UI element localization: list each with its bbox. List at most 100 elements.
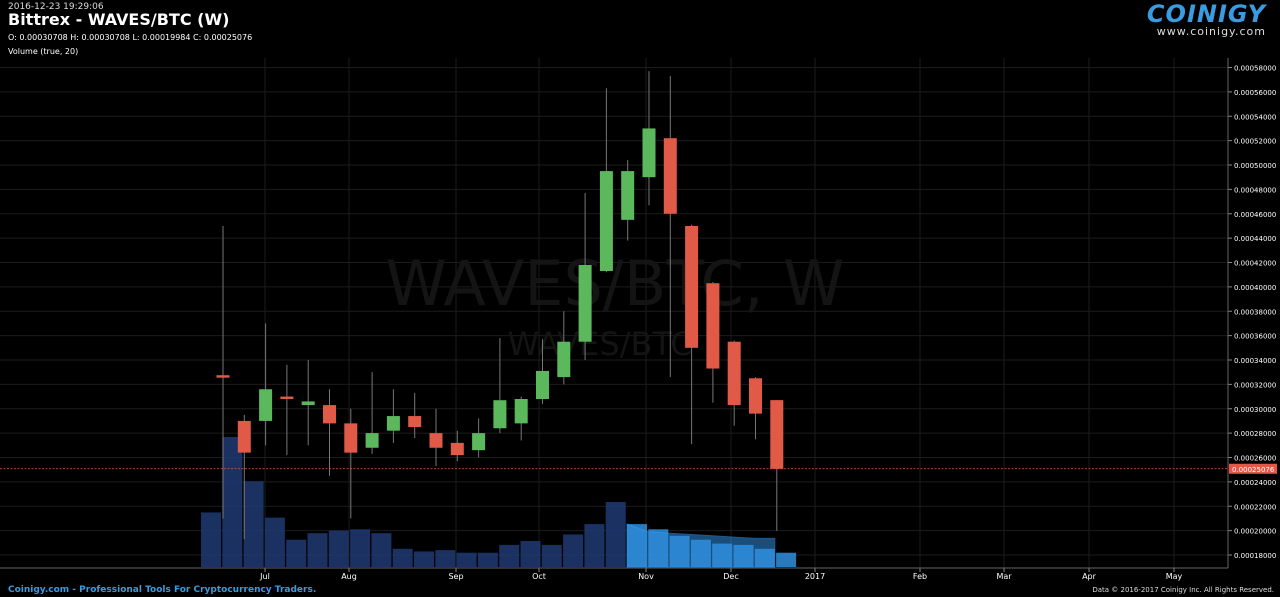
y-tick-label: 0.00028000	[1234, 430, 1276, 438]
volume-ma	[626, 523, 776, 568]
y-tick-label: 0.00020000	[1234, 528, 1276, 536]
x-tick-label: Apr	[1082, 572, 1097, 581]
y-tick-label: 0.00056000	[1234, 89, 1276, 97]
candle-body	[301, 401, 315, 406]
x-tick-label: Nov	[638, 572, 654, 581]
candle-body	[472, 433, 486, 451]
y-tick-label: 0.00018000	[1234, 552, 1276, 560]
y-tick-label: 0.00022000	[1234, 503, 1276, 511]
candle-body	[344, 423, 358, 453]
volume-bar	[222, 437, 243, 567]
candle-body	[280, 396, 294, 399]
candle-body	[408, 416, 422, 428]
candle-body	[749, 378, 762, 414]
watermark-main: WAVES/BTC, W	[386, 247, 845, 320]
chart-title: Bittrex - WAVES/BTC (W)	[8, 10, 230, 29]
coinigy-logo[interactable]: COINIGY www.coinigy.com	[1147, 0, 1266, 38]
y-tick-label: 0.00058000	[1234, 65, 1276, 73]
y-tick-label: 0.00040000	[1234, 284, 1276, 292]
current-price: 0.00025076	[0, 463, 1277, 474]
volume-bar	[584, 524, 605, 567]
candle-body	[323, 405, 336, 424]
volume-bar	[264, 517, 285, 567]
candle-body	[386, 416, 400, 431]
candle-body	[599, 171, 613, 272]
y-tick-label: 0.00026000	[1234, 455, 1276, 463]
y-tick-label: 0.00038000	[1234, 308, 1276, 316]
candle-body	[663, 138, 677, 214]
volume-bar	[776, 552, 797, 567]
volume-bar	[371, 533, 392, 567]
y-tick-label: 0.00044000	[1234, 235, 1276, 243]
x-tick-label: Feb	[913, 572, 927, 581]
candle-body	[216, 375, 230, 378]
watermark-sub: WAVES/BTC	[508, 325, 693, 363]
current-price-badge	[1229, 463, 1277, 474]
y-axis: 0.00018000 0.00020000 0.00022000 0.00024000…	[1227, 58, 1276, 568]
y-tick-label: 0.00054000	[1234, 113, 1276, 121]
volume-bar	[243, 481, 264, 567]
candle-body	[493, 400, 507, 429]
volume-bar	[414, 551, 434, 567]
candle-body	[685, 225, 699, 348]
volume-bar	[307, 533, 328, 567]
footer-copyright: Data © 2016-2017 Coinigy Inc. All Rights…	[1092, 586, 1274, 594]
volume-bar	[541, 544, 562, 567]
logo-url: www.coinigy.com	[1156, 25, 1266, 38]
y-tick-label: 0.00034000	[1234, 357, 1276, 365]
timestamp: 2016-12-23 19:29:06	[8, 2, 104, 12]
x-axis: Jul Aug Sep Oct Nov Dec 2017 Feb Mar Apr May	[0, 567, 1228, 581]
volume-bar	[456, 552, 477, 567]
candle-body	[536, 370, 549, 399]
x-tick-label: Dec	[723, 572, 738, 581]
y-tick-label: 0.00032000	[1234, 381, 1276, 389]
x-tick-label: 2017	[805, 572, 825, 581]
volume-bars	[201, 437, 797, 568]
ohlc-readout: O: 0.00030708 H: 0.00030708 L: 0.0001998…	[8, 33, 253, 42]
footer-tagline[interactable]: Coinigy.com - Professional Tools For Cry…	[8, 585, 317, 595]
volume-bar	[520, 541, 541, 567]
y-tick-label: 0.00036000	[1234, 333, 1276, 341]
candle-body	[259, 389, 273, 421]
x-tick-label: May	[1166, 572, 1183, 581]
y-tick-label: 0.00046000	[1234, 211, 1276, 219]
candle-body	[429, 433, 443, 448]
volume-bar	[392, 548, 413, 567]
candle-body	[727, 341, 741, 406]
volume-bar	[286, 539, 307, 567]
current-price-label: 0.00025076	[1232, 466, 1275, 474]
volume-bar	[350, 529, 371, 567]
volume-bar	[201, 512, 221, 567]
candle-body	[578, 264, 592, 342]
y-tick-label: 0.00050000	[1234, 162, 1276, 170]
volume-bar	[499, 544, 520, 567]
candle-body	[642, 128, 656, 178]
x-tick-label: Mar	[996, 572, 1012, 581]
volume-bar	[605, 502, 626, 567]
volume-bar	[328, 530, 349, 567]
y-tick-label: 0.00052000	[1234, 138, 1276, 146]
footer: Coinigy.com - Professional Tools For Cry…	[0, 585, 1280, 597]
candle-body	[770, 400, 784, 469]
volume-bar	[563, 534, 584, 567]
y-tick-label: 0.00024000	[1234, 479, 1276, 487]
candle-body	[557, 341, 571, 378]
chart-grid	[0, 58, 1228, 568]
candle-body	[365, 433, 379, 448]
x-tick-label: Jul	[259, 572, 270, 581]
volume-bar	[435, 550, 456, 567]
candle-body	[514, 399, 528, 424]
candle-body	[450, 442, 464, 456]
candle-body	[237, 420, 251, 453]
x-tick-label: Oct	[532, 572, 546, 581]
volume-bar	[477, 552, 498, 567]
volume-indicator-label[interactable]: Volume (true, 20)	[8, 47, 79, 56]
y-tick-label: 0.00030000	[1234, 406, 1276, 414]
logo-brand: COINIGY	[1146, 0, 1266, 28]
y-tick-label: 0.00048000	[1234, 186, 1276, 194]
candles	[216, 71, 784, 540]
candle-body	[621, 171, 635, 220]
x-tick-label: Sep	[448, 572, 463, 581]
candle-body	[706, 283, 720, 369]
